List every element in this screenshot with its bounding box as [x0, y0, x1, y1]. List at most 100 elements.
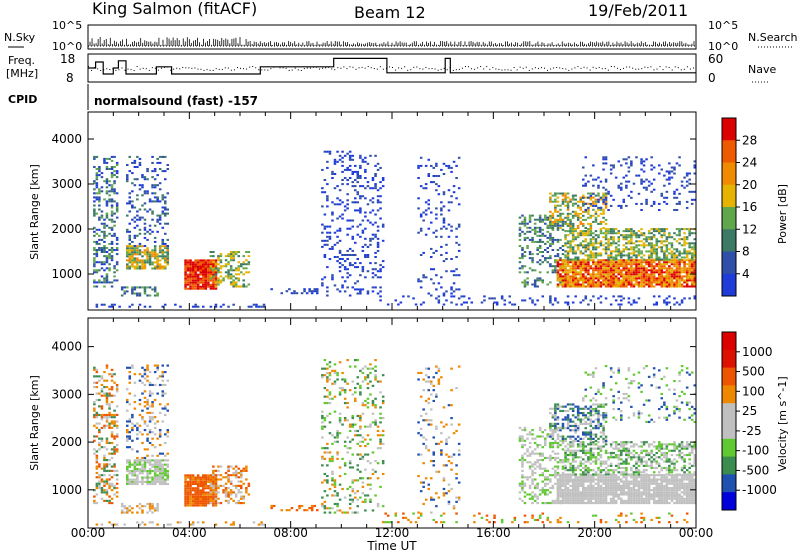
velocity-cell: [101, 446, 104, 448]
power-cell: [151, 213, 154, 215]
power-cell: [374, 286, 377, 288]
power-cell: [379, 264, 382, 266]
power-cell: [139, 304, 142, 306]
velocity-cell: [136, 512, 139, 514]
power-cell: [184, 284, 187, 286]
nave-mark: [407, 70, 408, 71]
nave-mark: [343, 66, 344, 67]
power-cell: [230, 255, 233, 257]
velocity-cell: [167, 431, 170, 433]
velocity-cell: [129, 367, 132, 369]
velocity-cell: [154, 461, 157, 463]
power-cell: [194, 278, 197, 280]
power-cell: [673, 297, 676, 299]
power-cell: [615, 232, 618, 234]
power-cell: [602, 217, 605, 219]
power-cell: [635, 250, 638, 252]
power-cell: [466, 302, 469, 304]
velocity-cell: [131, 367, 134, 369]
power-cell: [681, 286, 684, 288]
power-cell: [159, 162, 162, 164]
power-cell: [648, 261, 651, 263]
power-cell: [511, 304, 514, 306]
power-cell: [567, 281, 570, 283]
power-cell: [359, 195, 362, 197]
power-cell: [357, 226, 360, 228]
power-cell: [379, 218, 382, 220]
power-cell: [630, 160, 633, 162]
power-cell: [526, 277, 529, 279]
power-cell: [673, 254, 676, 256]
power-cell: [668, 273, 671, 275]
power-cell: [184, 270, 187, 272]
velocity-cell: [106, 365, 109, 367]
nave-mark: [635, 69, 636, 70]
power-cell: [162, 241, 165, 243]
power-cell: [341, 161, 344, 163]
power-cell: [159, 251, 162, 253]
velocity-cell: [187, 504, 190, 506]
nave-mark: [280, 67, 281, 68]
power-cell: [197, 284, 200, 286]
power-cell: [151, 211, 154, 213]
power-cell: [162, 253, 165, 255]
power-cell: [650, 267, 653, 269]
power-cell: [620, 261, 623, 263]
power-cell: [215, 267, 218, 269]
velocity-cell: [156, 509, 159, 511]
power-colorbar-swatch: [722, 118, 736, 141]
velocity-cell: [106, 367, 109, 369]
power-cell: [316, 290, 319, 292]
velocity-cell: [162, 373, 165, 375]
power-cell: [628, 248, 631, 250]
power-cell: [364, 216, 367, 218]
power-cell: [136, 245, 139, 247]
power-cell: [445, 244, 448, 246]
power-cell: [217, 257, 220, 259]
velocity-cell: [126, 512, 129, 514]
power-cell: [167, 192, 170, 194]
power-cell: [633, 284, 636, 286]
power-cell: [673, 248, 676, 250]
power-cell: [184, 286, 187, 288]
power-cell: [288, 288, 291, 290]
velocity-cell: [235, 487, 238, 489]
nave-mark: [565, 68, 566, 69]
velocity-cell: [225, 496, 228, 498]
power-cell: [134, 221, 137, 223]
power-cell: [412, 297, 415, 299]
power-cell: [569, 284, 572, 286]
velocity-cell: [121, 509, 124, 511]
power-cell: [640, 160, 643, 162]
power-cell: [643, 286, 646, 288]
velocity-cell: [154, 423, 157, 425]
power-cell: [653, 230, 656, 232]
power-cell: [653, 275, 656, 277]
power-cell: [215, 263, 218, 265]
velocity-cell: [156, 438, 159, 440]
power-cell: [364, 244, 367, 246]
power-cell: [605, 252, 608, 254]
power-cell: [334, 163, 337, 165]
velocity-cell: [296, 509, 299, 511]
power-cell: [592, 259, 595, 261]
power-y-tick-label: 1000: [51, 267, 82, 281]
power-cell: [676, 271, 679, 273]
power-cell: [106, 180, 109, 182]
power-cell: [238, 269, 241, 271]
velocity-cell: [159, 483, 162, 485]
power-cell: [590, 257, 593, 259]
power-cell: [534, 269, 537, 271]
power-cell: [620, 299, 623, 301]
velocity-cell: [146, 380, 149, 382]
velocity-cell: [154, 427, 157, 429]
power-cell: [111, 286, 114, 288]
power-cell: [605, 228, 608, 230]
power-cell: [326, 205, 329, 207]
power-cell: [197, 280, 200, 282]
power-cell: [623, 265, 626, 267]
power-cell: [577, 232, 580, 234]
velocity-cell: [129, 382, 132, 384]
velocity-cell: [187, 500, 190, 502]
power-cell: [314, 290, 317, 292]
